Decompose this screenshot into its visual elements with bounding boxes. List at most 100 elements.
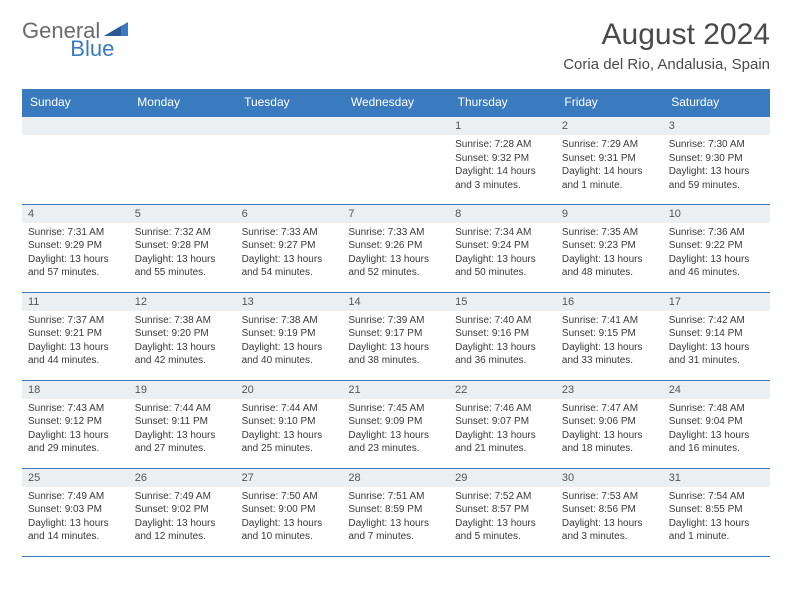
day-content: Sunrise: 7:34 AMSunset: 9:24 PMDaylight:…	[449, 223, 556, 283]
day-number: 31	[663, 469, 770, 487]
calendar-day-cell: 13Sunrise: 7:38 AMSunset: 9:19 PMDayligh…	[236, 292, 343, 380]
calendar-day-cell	[22, 116, 129, 204]
sunrise-text: Sunrise: 7:49 AM	[135, 490, 230, 504]
calendar-day-cell: 29Sunrise: 7:52 AMSunset: 8:57 PMDayligh…	[449, 468, 556, 556]
calendar-day-cell: 26Sunrise: 7:49 AMSunset: 9:02 PMDayligh…	[129, 468, 236, 556]
sunset-text: Sunset: 8:57 PM	[455, 503, 550, 517]
day-number: 9	[556, 205, 663, 223]
sunrise-text: Sunrise: 7:47 AM	[562, 402, 657, 416]
day-number: 6	[236, 205, 343, 223]
sunset-text: Sunset: 9:00 PM	[242, 503, 337, 517]
sunset-text: Sunset: 9:03 PM	[28, 503, 123, 517]
daylight-text: Daylight: 13 hours and 46 minutes.	[669, 253, 764, 280]
day-content: Sunrise: 7:33 AMSunset: 9:26 PMDaylight:…	[342, 223, 449, 283]
calendar-day-cell: 8Sunrise: 7:34 AMSunset: 9:24 PMDaylight…	[449, 204, 556, 292]
daylight-text: Daylight: 13 hours and 27 minutes.	[135, 429, 230, 456]
day-content: Sunrise: 7:38 AMSunset: 9:19 PMDaylight:…	[236, 311, 343, 371]
day-number-empty	[342, 117, 449, 135]
sunrise-text: Sunrise: 7:43 AM	[28, 402, 123, 416]
sunset-text: Sunset: 9:27 PM	[242, 239, 337, 253]
calendar-day-cell: 28Sunrise: 7:51 AMSunset: 8:59 PMDayligh…	[342, 468, 449, 556]
calendar-day-cell: 11Sunrise: 7:37 AMSunset: 9:21 PMDayligh…	[22, 292, 129, 380]
day-content: Sunrise: 7:28 AMSunset: 9:32 PMDaylight:…	[449, 135, 556, 195]
day-content: Sunrise: 7:49 AMSunset: 9:02 PMDaylight:…	[129, 487, 236, 547]
daylight-text: Daylight: 13 hours and 59 minutes.	[669, 165, 764, 192]
day-number: 24	[663, 381, 770, 399]
day-number: 7	[342, 205, 449, 223]
logo: General Blue	[22, 18, 178, 44]
day-number: 15	[449, 293, 556, 311]
day-number: 11	[22, 293, 129, 311]
header: General Blue August 2024 Coria del Rio, …	[22, 18, 770, 73]
day-content: Sunrise: 7:49 AMSunset: 9:03 PMDaylight:…	[22, 487, 129, 547]
day-number: 19	[129, 381, 236, 399]
sunset-text: Sunset: 9:29 PM	[28, 239, 123, 253]
day-content: Sunrise: 7:48 AMSunset: 9:04 PMDaylight:…	[663, 399, 770, 459]
day-number: 12	[129, 293, 236, 311]
day-content: Sunrise: 7:39 AMSunset: 9:17 PMDaylight:…	[342, 311, 449, 371]
calendar-day-cell: 2Sunrise: 7:29 AMSunset: 9:31 PMDaylight…	[556, 116, 663, 204]
calendar-week-row: 25Sunrise: 7:49 AMSunset: 9:03 PMDayligh…	[22, 468, 770, 556]
day-content: Sunrise: 7:40 AMSunset: 9:16 PMDaylight:…	[449, 311, 556, 371]
day-content: Sunrise: 7:44 AMSunset: 9:11 PMDaylight:…	[129, 399, 236, 459]
calendar-day-cell: 30Sunrise: 7:53 AMSunset: 8:56 PMDayligh…	[556, 468, 663, 556]
sunrise-text: Sunrise: 7:38 AM	[135, 314, 230, 328]
day-content: Sunrise: 7:38 AMSunset: 9:20 PMDaylight:…	[129, 311, 236, 371]
sunrise-text: Sunrise: 7:54 AM	[669, 490, 764, 504]
daylight-text: Daylight: 13 hours and 50 minutes.	[455, 253, 550, 280]
sunrise-text: Sunrise: 7:42 AM	[669, 314, 764, 328]
calendar-day-cell: 23Sunrise: 7:47 AMSunset: 9:06 PMDayligh…	[556, 380, 663, 468]
sunrise-text: Sunrise: 7:36 AM	[669, 226, 764, 240]
daylight-text: Daylight: 13 hours and 23 minutes.	[348, 429, 443, 456]
day-content: Sunrise: 7:53 AMSunset: 8:56 PMDaylight:…	[556, 487, 663, 547]
day-number: 22	[449, 381, 556, 399]
sunrise-text: Sunrise: 7:48 AM	[669, 402, 764, 416]
sunrise-text: Sunrise: 7:33 AM	[242, 226, 337, 240]
sunrise-text: Sunrise: 7:30 AM	[669, 138, 764, 152]
dayheader-thursday: Thursday	[449, 89, 556, 116]
day-content: Sunrise: 7:46 AMSunset: 9:07 PMDaylight:…	[449, 399, 556, 459]
day-content: Sunrise: 7:35 AMSunset: 9:23 PMDaylight:…	[556, 223, 663, 283]
day-content: Sunrise: 7:29 AMSunset: 9:31 PMDaylight:…	[556, 135, 663, 195]
day-content: Sunrise: 7:32 AMSunset: 9:28 PMDaylight:…	[129, 223, 236, 283]
sunset-text: Sunset: 9:12 PM	[28, 415, 123, 429]
day-content: Sunrise: 7:54 AMSunset: 8:55 PMDaylight:…	[663, 487, 770, 547]
sunset-text: Sunset: 9:11 PM	[135, 415, 230, 429]
sunrise-text: Sunrise: 7:29 AM	[562, 138, 657, 152]
calendar-day-cell: 4Sunrise: 7:31 AMSunset: 9:29 PMDaylight…	[22, 204, 129, 292]
daylight-text: Daylight: 13 hours and 33 minutes.	[562, 341, 657, 368]
calendar-day-cell: 19Sunrise: 7:44 AMSunset: 9:11 PMDayligh…	[129, 380, 236, 468]
day-number: 27	[236, 469, 343, 487]
daylight-text: Daylight: 13 hours and 3 minutes.	[562, 517, 657, 544]
sunset-text: Sunset: 8:55 PM	[669, 503, 764, 517]
calendar-day-cell: 17Sunrise: 7:42 AMSunset: 9:14 PMDayligh…	[663, 292, 770, 380]
day-content: Sunrise: 7:30 AMSunset: 9:30 PMDaylight:…	[663, 135, 770, 195]
sunrise-text: Sunrise: 7:37 AM	[28, 314, 123, 328]
sunset-text: Sunset: 8:56 PM	[562, 503, 657, 517]
daylight-text: Daylight: 13 hours and 36 minutes.	[455, 341, 550, 368]
sunset-text: Sunset: 9:22 PM	[669, 239, 764, 253]
dayheader-monday: Monday	[129, 89, 236, 116]
sunrise-text: Sunrise: 7:41 AM	[562, 314, 657, 328]
day-content: Sunrise: 7:33 AMSunset: 9:27 PMDaylight:…	[236, 223, 343, 283]
calendar-day-cell: 1Sunrise: 7:28 AMSunset: 9:32 PMDaylight…	[449, 116, 556, 204]
sunset-text: Sunset: 9:02 PM	[135, 503, 230, 517]
calendar-week-row: 11Sunrise: 7:37 AMSunset: 9:21 PMDayligh…	[22, 292, 770, 380]
day-number: 17	[663, 293, 770, 311]
daylight-text: Daylight: 14 hours and 1 minute.	[562, 165, 657, 192]
daylight-text: Daylight: 13 hours and 42 minutes.	[135, 341, 230, 368]
day-number: 20	[236, 381, 343, 399]
sunrise-text: Sunrise: 7:49 AM	[28, 490, 123, 504]
day-content: Sunrise: 7:43 AMSunset: 9:12 PMDaylight:…	[22, 399, 129, 459]
dayheader-sunday: Sunday	[22, 89, 129, 116]
day-content: Sunrise: 7:31 AMSunset: 9:29 PMDaylight:…	[22, 223, 129, 283]
daylight-text: Daylight: 13 hours and 7 minutes.	[348, 517, 443, 544]
sunset-text: Sunset: 9:24 PM	[455, 239, 550, 253]
daylight-text: Daylight: 13 hours and 54 minutes.	[242, 253, 337, 280]
dayheader-tuesday: Tuesday	[236, 89, 343, 116]
calendar-day-cell: 22Sunrise: 7:46 AMSunset: 9:07 PMDayligh…	[449, 380, 556, 468]
calendar-week-row: 1Sunrise: 7:28 AMSunset: 9:32 PMDaylight…	[22, 116, 770, 204]
sunset-text: Sunset: 9:28 PM	[135, 239, 230, 253]
day-number: 28	[342, 469, 449, 487]
calendar-day-cell: 24Sunrise: 7:48 AMSunset: 9:04 PMDayligh…	[663, 380, 770, 468]
